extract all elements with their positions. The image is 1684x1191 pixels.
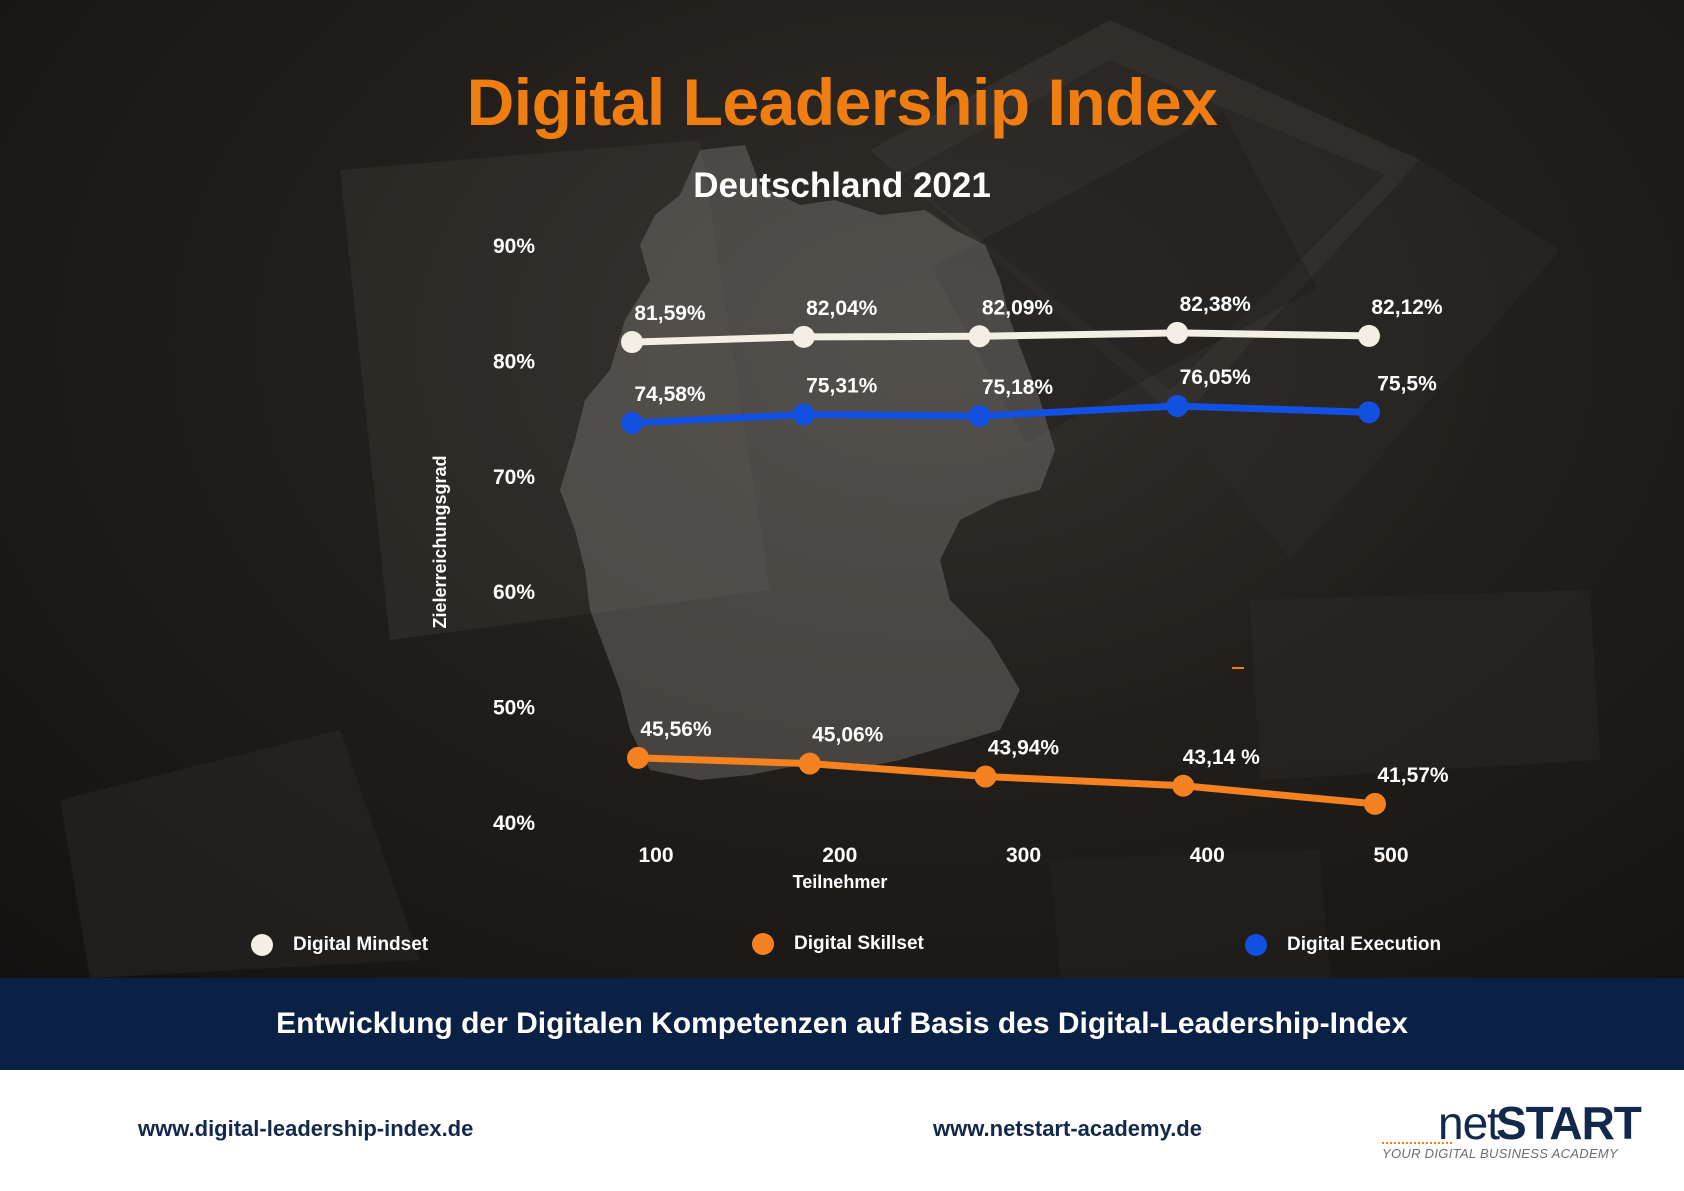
logo-dotted-line <box>1382 1142 1452 1144</box>
data-label-digital-mindset: 82,04% <box>806 297 878 320</box>
keyboard-illustration <box>931 111 1318 444</box>
legend-item-digital-mindset: Digital Mindset <box>251 934 428 956</box>
line-chart: 40% 50% 60% 70% 80% 90% 100 200 300 400 500 Teilneh… <box>430 235 1449 892</box>
data-label-digital-execution: 75,18% <box>982 376 1054 399</box>
series-line-digital-mindset <box>628 329 1373 346</box>
data-point-digital-execution <box>1166 394 1189 417</box>
data-point-digital-mindset <box>1166 321 1189 344</box>
data-point-digital-execution <box>792 403 815 426</box>
logo-start-text: START <box>1496 1097 1642 1149</box>
data-point-digital-skillset <box>627 746 649 769</box>
data-label-digital-skillset: 45,56% <box>640 718 712 741</box>
legend-item-digital-execution: Digital Execution <box>1245 934 1441 956</box>
data-point-digital-mindset <box>1358 324 1380 347</box>
data-point-digital-skillset <box>798 752 821 775</box>
legend-label-digital-execution: Digital Execution <box>1287 934 1442 955</box>
legend-dot-digital-execution <box>1245 934 1267 956</box>
germany-map-silhouette <box>560 145 1055 780</box>
legend-item-digital-skillset: Digital Skillset <box>752 933 924 955</box>
data-point-digital-execution <box>621 411 643 434</box>
y-tick-label: 70% <box>493 466 535 489</box>
link-digital-leadership-index[interactable]: www.digital-leadership-index.de <box>138 1116 474 1141</box>
y-tick-label: 90% <box>493 235 535 258</box>
description-banner: Entwicklung der Digitalen Kompetenzen au… <box>0 978 1684 1070</box>
link-netstart-academy[interactable]: www.netstart-academy.de <box>933 1116 1202 1141</box>
y-tick-label: 80% <box>493 350 535 373</box>
data-point-digital-execution <box>968 405 991 428</box>
data-label-digital-execution: 76,05% <box>1180 366 1252 389</box>
laptop-illustration <box>870 20 1560 560</box>
data-label-digital-mindset: 82,12% <box>1371 296 1443 319</box>
x-tick-label: 500 <box>1373 844 1408 867</box>
data-point-digital-mindset <box>621 331 643 354</box>
x-axis-title: Teilnehmer <box>793 872 888 892</box>
papers-illustration <box>60 140 1600 978</box>
x-tick-label: 300 <box>1006 844 1041 867</box>
background-photo <box>60 20 1600 978</box>
x-tick-label: 100 <box>638 844 673 867</box>
series-line-digital-skillset <box>634 754 1379 808</box>
data-label-digital-skillset: 45,06% <box>812 724 884 747</box>
page-title: Digital Leadership Index <box>466 65 1218 139</box>
data-label-digital-mindset: 81,59% <box>634 302 706 325</box>
legend-label-digital-skillset: Digital Skillset <box>794 933 924 954</box>
data-label-digital-mindset: 82,38% <box>1180 293 1252 316</box>
data-point-digital-execution <box>1358 401 1380 424</box>
logo-net-text: net <box>1438 1097 1500 1149</box>
data-point-digital-skillset <box>974 765 997 788</box>
legend-label-digital-mindset: Digital Mindset <box>293 934 429 955</box>
data-point-digital-skillset <box>1364 792 1386 815</box>
data-point-digital-skillset <box>1172 774 1195 797</box>
data-point-digital-mindset <box>792 325 815 348</box>
banner-text: Entwicklung der Digitalen Kompetenzen au… <box>276 1007 1408 1040</box>
data-label-digital-mindset: 82,09% <box>982 296 1054 319</box>
series-line-digital-execution <box>628 402 1373 427</box>
data-label-digital-skillset: 43,14 % <box>1183 746 1260 769</box>
legend-dot-digital-mindset <box>251 934 273 956</box>
legend-dot-digital-skillset <box>752 933 774 955</box>
data-label-digital-execution: 74,58% <box>634 383 706 406</box>
page-subtitle: Deutschland 2021 <box>693 166 991 205</box>
netstart-logo: net START YOUR DIGITAL BUSINESS ACADEMY <box>1378 1094 1642 1166</box>
y-tick-label: 50% <box>493 697 535 720</box>
data-label-digital-execution: 75,31% <box>806 375 878 398</box>
x-tick-label: 200 <box>822 844 857 867</box>
hero-section: Digital Leadership Index Deutschland 202… <box>0 0 1684 978</box>
y-tick-label: 60% <box>493 581 535 604</box>
y-axis-title: Zielerreichungsgrad <box>430 455 450 628</box>
logo-tagline: YOUR DIGITAL BUSINESS ACADEMY <box>1382 1146 1619 1161</box>
footer: www.digital-leadership-index.de www.nets… <box>0 1070 1684 1191</box>
data-label-digital-skillset: 41,57% <box>1377 764 1449 787</box>
data-label-digital-execution: 75,5% <box>1377 372 1437 395</box>
data-point-digital-mindset <box>968 325 991 348</box>
y-tick-label: 40% <box>493 812 535 835</box>
x-tick-label: 400 <box>1190 844 1225 867</box>
data-label-digital-skillset: 43,94% <box>988 737 1060 760</box>
